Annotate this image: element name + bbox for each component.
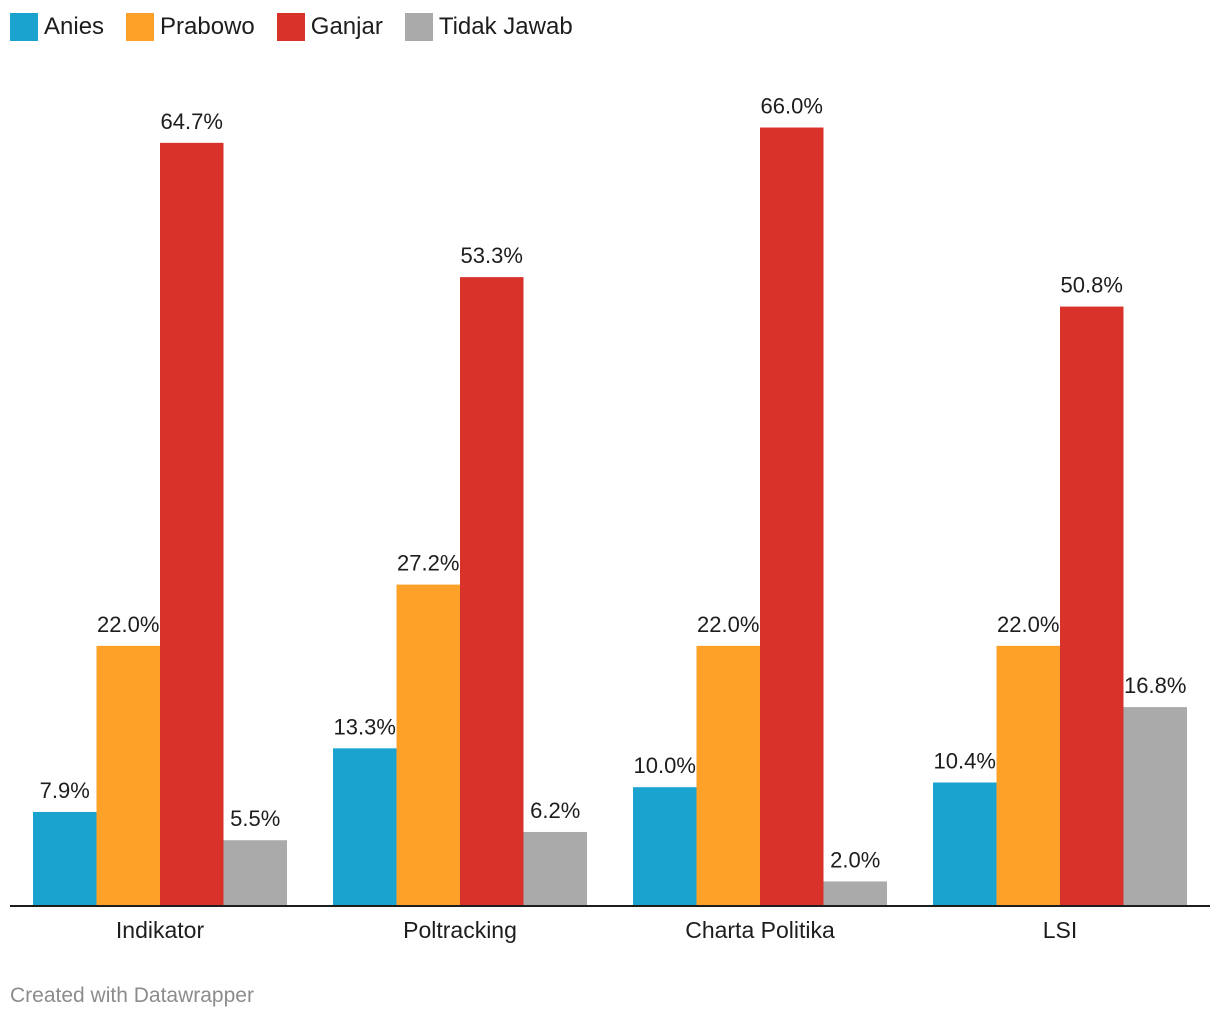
data-label-indikator-ganjar: 64.7% bbox=[161, 109, 223, 134]
data-label-indikator-tidak-jawab: 5.5% bbox=[230, 806, 280, 831]
bar-lsi-tidak-jawab bbox=[1123, 707, 1187, 905]
bar-charta-politika-anies bbox=[633, 787, 697, 905]
legend-label-prabowo: Prabowo bbox=[160, 13, 255, 40]
data-label-poltracking-tidak-jawab: 6.2% bbox=[530, 798, 580, 823]
bar-charta-politika-ganjar bbox=[760, 127, 824, 905]
bar-indikator-ganjar bbox=[160, 142, 224, 906]
data-label-charta-politika-tidak-jawab: 2.0% bbox=[830, 847, 880, 872]
data-label-lsi-ganjar: 50.8% bbox=[1061, 273, 1123, 298]
data-label-charta-politika-prabowo: 22.0% bbox=[697, 612, 759, 637]
footer-credit: Created with Datawrapper bbox=[10, 984, 254, 1007]
data-label-lsi-tidak-jawab: 16.8% bbox=[1124, 673, 1186, 698]
bar-lsi-prabowo bbox=[996, 645, 1060, 905]
bar-indikator-tidak-jawab bbox=[223, 840, 287, 905]
bar-poltracking-ganjar bbox=[460, 277, 524, 906]
bar-poltracking-prabowo bbox=[396, 584, 460, 905]
bar-charta-politika-tidak-jawab bbox=[823, 881, 887, 905]
legend-swatch-prabowo bbox=[126, 13, 155, 41]
legend-label-ganjar: Ganjar bbox=[310, 13, 383, 40]
x-tick-label-charta-politika: Charta Politika bbox=[685, 917, 835, 943]
legend-swatch-ganjar bbox=[276, 13, 305, 41]
legend-label-anies: Anies bbox=[44, 13, 105, 40]
bar-indikator-anies bbox=[33, 811, 97, 905]
x-tick-label-indikator: Indikator bbox=[116, 917, 205, 943]
legend-item-ganjar: Ganjar bbox=[276, 13, 383, 41]
data-label-lsi-anies: 10.4% bbox=[934, 748, 996, 773]
x-tick-label-lsi: LSI bbox=[1043, 917, 1078, 943]
data-label-poltracking-anies: 13.3% bbox=[334, 714, 396, 739]
legend-swatch-tidak-jawab bbox=[404, 13, 433, 41]
bar-lsi-ganjar bbox=[1060, 306, 1124, 905]
data-label-indikator-anies: 7.9% bbox=[40, 778, 90, 803]
data-label-charta-politika-anies: 10.0% bbox=[634, 753, 696, 778]
bar-poltracking-tidak-jawab bbox=[523, 831, 587, 905]
x-tick-label-poltracking: Poltracking bbox=[403, 917, 517, 943]
data-label-poltracking-ganjar: 53.3% bbox=[461, 243, 523, 268]
chart-legend: Anies Prabowo Ganjar Tidak Jawab bbox=[10, 11, 595, 43]
legend-item-anies: Anies bbox=[10, 13, 104, 41]
legend-label-tidak-jawab: Tidak Jawab bbox=[438, 13, 573, 40]
bar-chart: 7.9% 22.0% 64.7% 5.5% Indikator 13.3% 27.2% 53.… bbox=[10, 94, 1210, 943]
bar-lsi-anies bbox=[933, 782, 997, 905]
legend-swatch-anies bbox=[10, 13, 38, 41]
bar-charta-politika-prabowo bbox=[696, 645, 760, 905]
bar-poltracking-anies bbox=[333, 748, 397, 905]
bar-indikator-prabowo bbox=[96, 645, 160, 905]
data-label-poltracking-prabowo: 27.2% bbox=[397, 551, 459, 576]
data-label-charta-politika-ganjar: 66.0% bbox=[761, 94, 823, 119]
legend-item-prabowo: Prabowo bbox=[126, 13, 255, 41]
data-label-indikator-prabowo: 22.0% bbox=[97, 612, 159, 637]
data-label-lsi-prabowo: 22.0% bbox=[997, 612, 1059, 637]
legend-item-tidak-jawab: Tidak Jawab bbox=[404, 13, 573, 41]
